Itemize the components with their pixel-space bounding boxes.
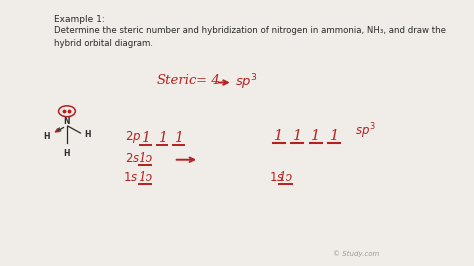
Text: $2p$: $2p$ <box>125 129 141 145</box>
Text: 1: 1 <box>330 129 339 143</box>
Text: 1: 1 <box>311 129 320 143</box>
Text: © Study.com: © Study.com <box>334 250 380 257</box>
Text: $1s$: $1s$ <box>123 172 139 184</box>
Text: H: H <box>44 132 50 142</box>
Text: 1: 1 <box>157 131 166 145</box>
Text: Example 1:: Example 1: <box>54 15 104 24</box>
Text: H: H <box>84 131 90 139</box>
Text: = 4: = 4 <box>196 74 220 87</box>
Text: N: N <box>64 117 70 126</box>
Text: 1ↄ: 1ↄ <box>138 152 152 165</box>
Text: 1: 1 <box>274 129 283 143</box>
Text: 1ↄ: 1ↄ <box>138 172 152 184</box>
Text: $1s$: $1s$ <box>269 172 284 184</box>
Text: 1: 1 <box>174 131 183 145</box>
Text: $sp^3$: $sp^3$ <box>355 121 375 141</box>
Text: Steric: Steric <box>157 74 197 87</box>
Text: $2s$: $2s$ <box>125 152 140 165</box>
Text: 1: 1 <box>141 131 150 145</box>
Text: 1: 1 <box>293 129 302 143</box>
Text: 1ↄ: 1ↄ <box>279 172 292 184</box>
Text: $sp^3$: $sp^3$ <box>235 73 258 92</box>
Text: H: H <box>64 149 70 158</box>
Text: Determine the steric number and hybridization of nitrogen in ammonia, NH₃, and d: Determine the steric number and hybridiz… <box>54 26 446 48</box>
